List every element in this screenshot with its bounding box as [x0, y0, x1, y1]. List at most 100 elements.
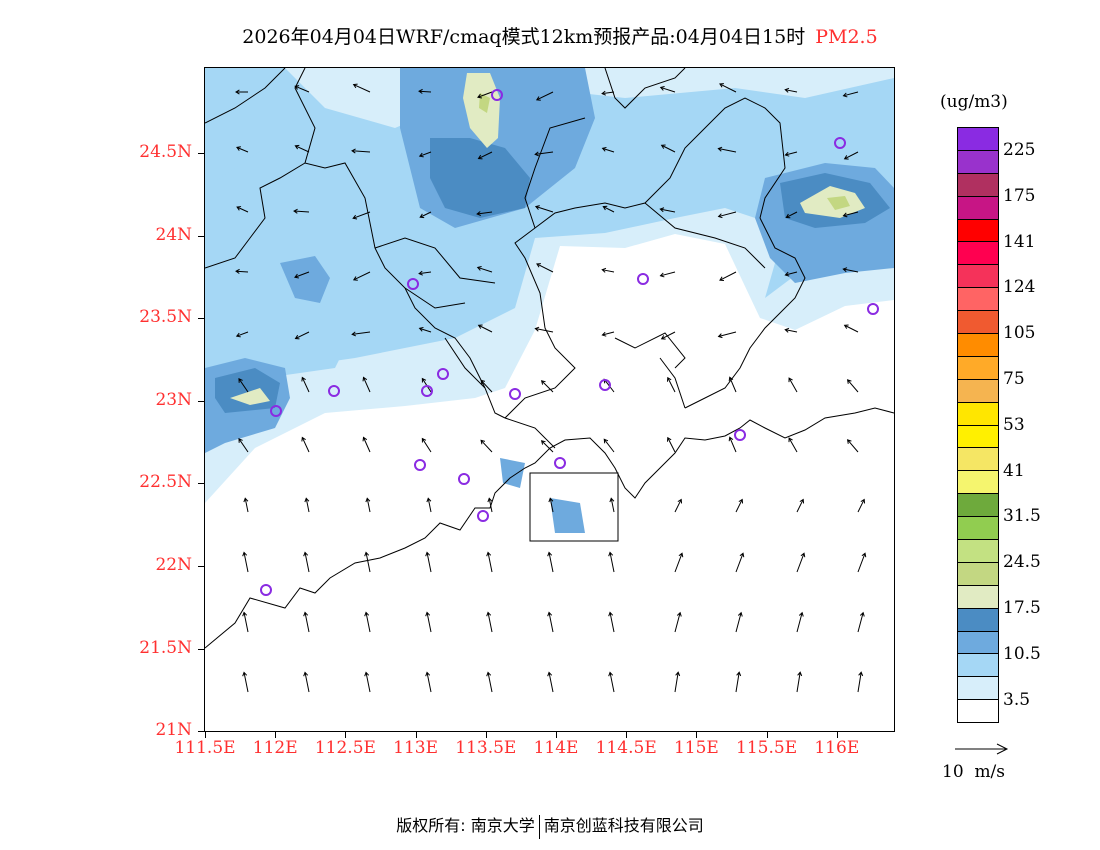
station-marker: [867, 303, 879, 315]
wind-arrow: [728, 436, 737, 453]
wind-arrow: [303, 671, 310, 693]
boundaries: [205, 68, 894, 649]
wind-arrow: [717, 146, 737, 153]
colorbar-swatch: [958, 219, 998, 243]
colorbar-swatch: [958, 585, 998, 609]
wind-arrow: [796, 611, 804, 633]
lat-tick: [198, 731, 205, 733]
lat-tick: [198, 235, 205, 237]
wind-arrow: [294, 144, 310, 153]
station-marker: [458, 473, 470, 485]
wind-arrow: [364, 671, 371, 693]
lat-label: 23.5N: [139, 307, 192, 328]
level-14-d: [280, 256, 330, 303]
monitoring-stations: [260, 89, 879, 596]
wind-arrow: [419, 211, 432, 219]
colorbar-swatch: [958, 700, 998, 723]
station-marker: [599, 379, 611, 391]
station-marker: [509, 388, 521, 400]
wind-arrow: [601, 90, 615, 96]
wind-arrow: [842, 91, 859, 98]
colorbar-label: 24.5: [1003, 552, 1041, 573]
colorbar-swatch: [958, 654, 998, 678]
colorbar-swatch: [958, 471, 998, 495]
wind-arrow: [243, 497, 249, 513]
colorbar-label: 75: [1003, 369, 1025, 389]
colorbar-swatch: [958, 631, 998, 655]
colorbar-swatch: [958, 242, 998, 266]
copyright-separator: [538, 814, 540, 839]
wind-arrow: [364, 611, 371, 633]
colorbar-swatch: [958, 540, 998, 563]
wind-arrow: [843, 151, 859, 160]
wind-arrow: [238, 377, 249, 393]
wind-arrow: [301, 436, 310, 453]
colorbar-label: 141: [1003, 231, 1036, 252]
wind-arrow: [352, 271, 371, 281]
wind-arrow: [666, 436, 676, 453]
colorbar-swatch: [958, 265, 998, 289]
level-10.5-b: [205, 68, 325, 188]
wind-arrow: [421, 437, 432, 453]
wind-reference-arrow: [955, 743, 1009, 755]
colorbar-label: 10.5: [1003, 643, 1041, 664]
wind-arrow: [846, 439, 859, 453]
colorbar-swatch: [958, 448, 998, 472]
wind-arrow: [425, 551, 432, 573]
colorbar-swatch: [958, 677, 998, 701]
lon-tick: [696, 731, 698, 738]
wind-arrow: [536, 263, 554, 273]
wind-arrow: [301, 376, 310, 393]
lat-label: 21N: [155, 720, 192, 741]
wind-arrow: [857, 498, 866, 513]
wind-arrow: [235, 331, 249, 338]
lat-tick: [198, 566, 205, 567]
lon-tick: [556, 731, 557, 738]
lon-label: 116E: [814, 738, 860, 758]
wind-arrow: [294, 85, 310, 93]
lon-tick: [205, 731, 206, 738]
colorbar-swatch: [958, 494, 998, 518]
lon-label: 113E: [393, 738, 439, 758]
wind-arrow: [659, 207, 676, 213]
wind-arrow: [601, 331, 615, 337]
station-marker: [637, 273, 649, 285]
wind-arrow: [601, 267, 615, 273]
wind-arrow: [735, 671, 742, 693]
wind-arrow: [487, 497, 493, 513]
wind-arrow: [788, 437, 798, 453]
wind-arrow: [418, 151, 432, 158]
lon-label: 114E: [533, 738, 579, 758]
colorbar-label: 225: [1003, 140, 1036, 160]
wind-arrow: [365, 497, 371, 513]
wind-arrow: [294, 331, 310, 340]
colorbar-swatch: [958, 150, 998, 174]
station-marker: [554, 457, 566, 469]
wind-arrow: [659, 271, 676, 278]
pm25-map: [205, 68, 894, 731]
wind-arrow: [547, 611, 554, 633]
wind-arrow: [735, 498, 744, 513]
lon-label: 113.5E: [455, 738, 517, 758]
coastline: [205, 407, 894, 649]
station-marker: [491, 89, 503, 101]
level-17.5: [430, 138, 530, 218]
wind-arrow: [857, 611, 865, 633]
lat-label: 22.5N: [139, 472, 192, 493]
wind-arrow: [735, 552, 745, 573]
wind-arrow: [608, 671, 615, 693]
colorbar-swatch: [958, 379, 998, 403]
wind-arrow: [660, 331, 676, 340]
colorbar-swatch: [958, 356, 998, 380]
title-species: PM2.5: [815, 26, 878, 48]
colorbar-label: 41: [1003, 460, 1025, 481]
lat-label: 24.5N: [139, 142, 192, 162]
colorbar-swatch: [958, 562, 998, 586]
wind-arrow: [601, 146, 615, 153]
lon-label: 114.5E: [595, 738, 657, 758]
wind-arrow: [364, 551, 371, 573]
wind-arrow: [540, 440, 554, 453]
wind-arrow: [242, 671, 249, 693]
colorbar-swatch: [958, 128, 998, 151]
wind-arrow: [476, 211, 493, 217]
